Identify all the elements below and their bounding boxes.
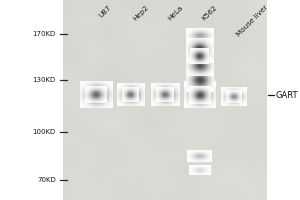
Text: 130KD: 130KD [33,77,56,83]
Bar [63,0,267,200]
Text: Mouse liver: Mouse liver [235,4,269,38]
Text: K562: K562 [201,4,218,21]
Text: U87: U87 [98,4,112,18]
Text: 70KD: 70KD [37,177,56,183]
Text: 100KD: 100KD [33,129,56,135]
Text: GART: GART [275,90,298,99]
Text: Hep2: Hep2 [132,4,150,22]
Text: HeLa: HeLa [166,4,184,21]
Text: 170KD: 170KD [33,31,56,37]
